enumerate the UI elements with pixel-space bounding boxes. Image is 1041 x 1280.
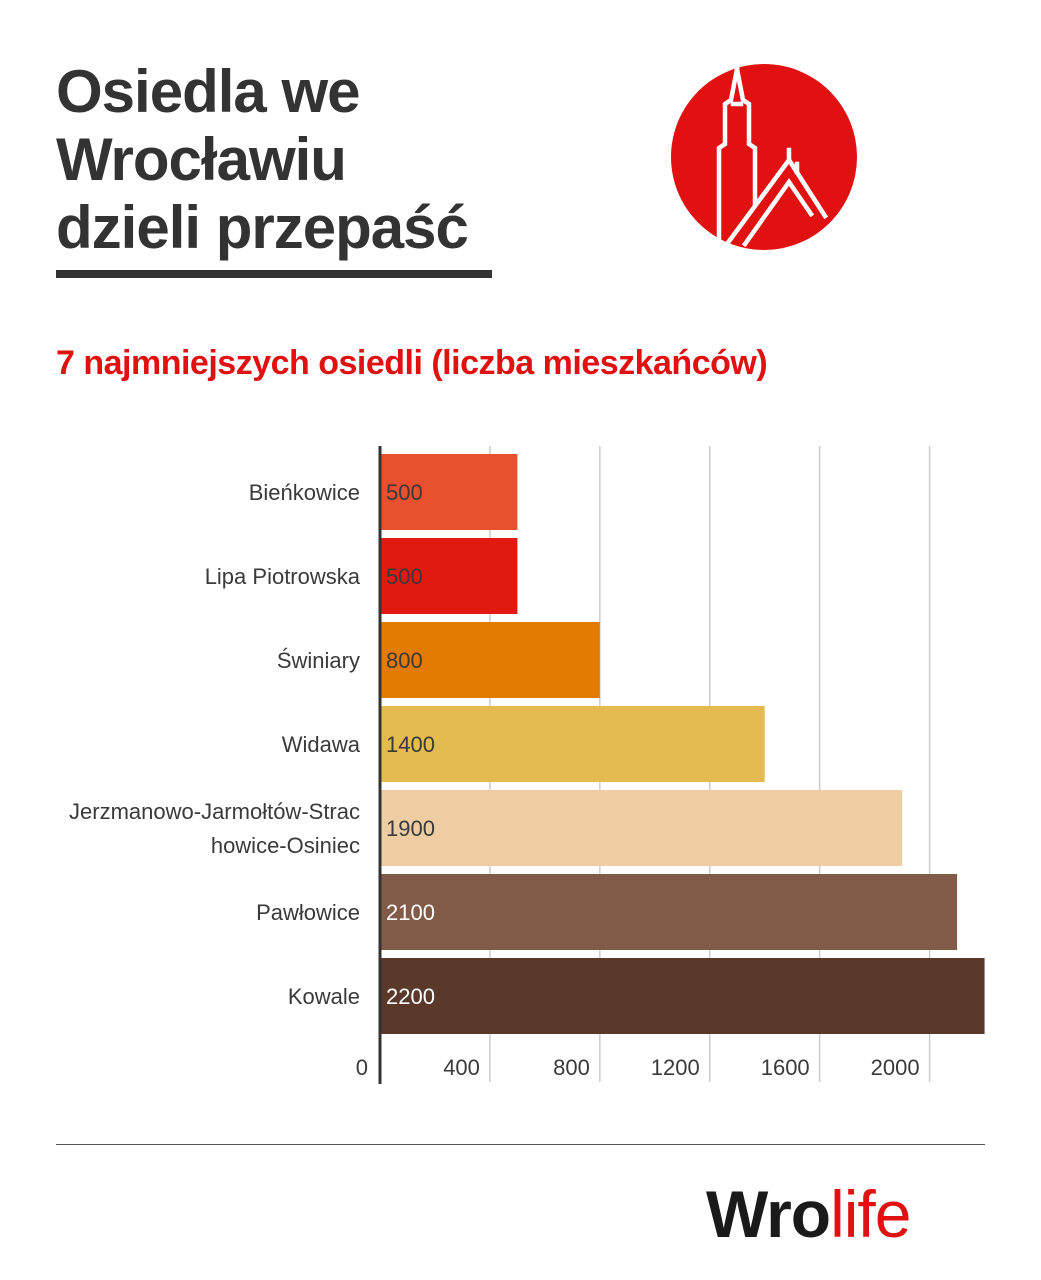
bar-5: [380, 874, 958, 950]
data-label-4: 1900: [386, 816, 435, 841]
data-label-1: 500: [386, 564, 423, 589]
category-label-4-line-0: Jerzmanowo-Jarmołtów-Strac: [69, 799, 360, 824]
data-label-0: 500: [386, 480, 423, 505]
brand-life-text: life: [830, 1177, 911, 1251]
data-label-3: 1400: [386, 732, 435, 757]
footer-divider: [56, 1144, 985, 1145]
bar-chart: 500 Bieńkowice 500 Lipa Piotrowska 800 Świnia…: [69, 446, 985, 1084]
brand-wro-text: Wro: [706, 1177, 831, 1251]
bar-1: [380, 538, 518, 614]
title-underline: [56, 270, 492, 278]
bar-4: [380, 790, 903, 866]
category-label-6: Kowale: [288, 984, 360, 1009]
x-tick-label-2000: 2000: [871, 1055, 920, 1080]
data-label-6: 2200: [386, 984, 435, 1009]
bar-0: [380, 454, 518, 530]
category-label-1: Lipa Piotrowska: [205, 564, 361, 589]
bar-3: [380, 706, 765, 782]
x-tick-label-800: 800: [553, 1055, 590, 1080]
bar-6: [380, 958, 985, 1034]
category-label-5: Pawłowice: [256, 900, 360, 925]
chart-subtitle: 7 najmniejszych osiedli (liczba mieszkań…: [56, 344, 768, 382]
x-tick-label-1600: 1600: [761, 1055, 810, 1080]
x-tick-label-0: 0: [356, 1055, 368, 1080]
category-label-3: Widawa: [282, 732, 361, 757]
category-label-4-line-1: howice-Osiniec: [211, 833, 360, 858]
data-label-5: 2100: [386, 900, 435, 925]
x-tick-label-1200: 1200: [651, 1055, 700, 1080]
wroclife-logo: Wrolife: [706, 1174, 911, 1254]
church-tower-logo-icon: [671, 64, 857, 250]
x-tick-label-400: 400: [443, 1055, 480, 1080]
category-label-0: Bieńkowice: [249, 480, 360, 505]
bar-2: [380, 622, 600, 698]
category-label-2: Świniary: [277, 648, 360, 673]
page-title: Osiedla we Wrocławiu dzieli przepaść: [56, 58, 469, 261]
data-label-2: 800: [386, 648, 423, 673]
